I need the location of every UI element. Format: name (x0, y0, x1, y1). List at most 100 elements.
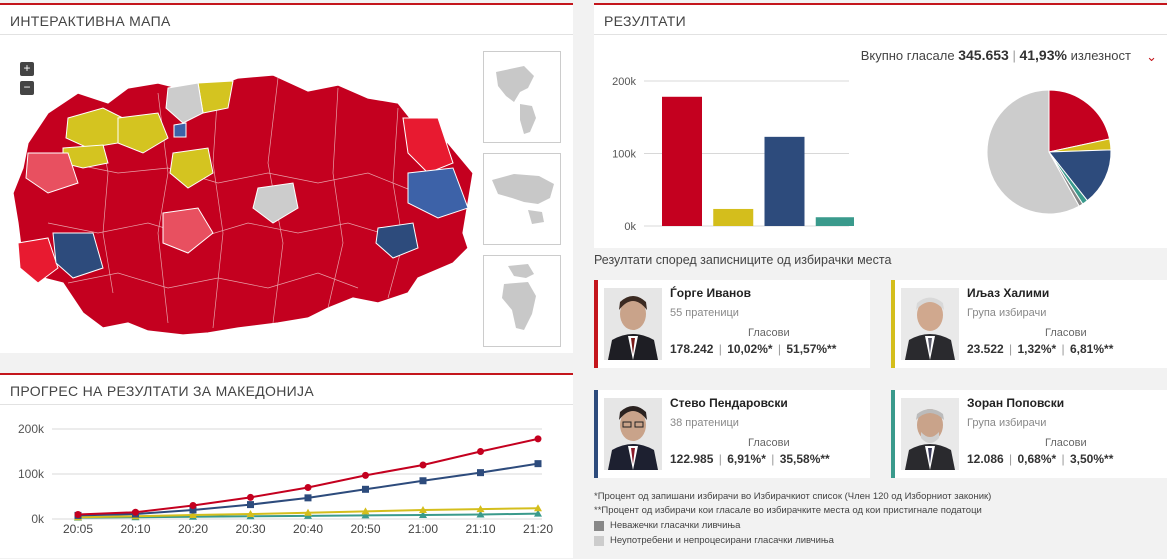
footnote-2: **Процент од избирачи кои гласале во изб… (594, 505, 982, 516)
series-point[interactable] (304, 508, 312, 516)
x-tick-label: 20:30 (235, 522, 265, 536)
candidate-pct-registered: 10,02%* (727, 342, 773, 356)
legend-swatch-invalid (594, 521, 604, 531)
y-tick-label: 200k (18, 422, 45, 436)
summary-label: Вкупно гласале (860, 48, 955, 63)
candidates-section-label: Резултати според записниците од избирачк… (594, 253, 892, 267)
series-point[interactable] (477, 469, 484, 477)
macedonia-map[interactable] (8, 73, 478, 338)
mini-map-americas[interactable] (483, 51, 561, 143)
map-region-pink[interactable] (162, 207, 214, 254)
candidate-votes: 122.985 (670, 452, 714, 466)
zoom-out-button[interactable]: − (20, 81, 34, 95)
candidate-card-pendarovski[interactable]: Стево Пендаровски 38 пратеници Гласови 1… (594, 390, 870, 478)
pie-slice[interactable] (1047, 149, 1112, 202)
series-point[interactable] (534, 509, 542, 517)
series-point[interactable] (534, 504, 542, 512)
map-region-red-light[interactable] (402, 117, 454, 174)
progress-line-chart: 200k 100k 0k 20:05 20:10 20:20 20:30 20:40 20:50… (18, 422, 553, 536)
series-point[interactable] (74, 511, 82, 518)
results-panel-title: РЕЗУЛТАТИ (594, 5, 1167, 35)
x-tick-label: 20:20 (178, 522, 208, 536)
candidate-photo (901, 288, 959, 360)
legend-invalid: Неважечки гласачки ливчиња (594, 519, 991, 533)
series-point[interactable] (476, 505, 485, 513)
series-point[interactable] (419, 477, 427, 485)
map-panel: ИНТЕРАКТИВНА МАПА + − (0, 3, 573, 353)
x-tick-label: 20:40 (293, 522, 323, 536)
map-region-red-light[interactable] (17, 237, 59, 284)
map-region-pink[interactable] (25, 152, 79, 194)
series-point[interactable] (189, 502, 197, 509)
candidate-pct-registered: 1,32%* (1017, 342, 1057, 356)
map-region-grey[interactable] (252, 182, 299, 224)
series-point[interactable] (189, 510, 197, 518)
x-tick-label: 21:20 (523, 522, 553, 536)
pie-slice[interactable] (1048, 89, 1111, 153)
series-point[interactable] (419, 510, 427, 518)
candidate-card-popovski[interactable]: Зоран Поповски Група избирачи Гласови 12… (891, 390, 1167, 478)
bar-tick-label: 200k (612, 76, 636, 88)
candidate-name: Стево Пендаровски (670, 396, 788, 410)
bar[interactable] (764, 136, 805, 226)
turnout-value: 41,93% (1019, 47, 1067, 63)
map-region-blue[interactable] (375, 222, 419, 259)
series-point[interactable] (247, 493, 254, 501)
series-point[interactable] (246, 510, 255, 518)
series-point[interactable] (476, 510, 485, 518)
candidate-photo (604, 398, 662, 470)
map-region-blue[interactable] (407, 167, 469, 219)
map-region-blue[interactable] (173, 122, 187, 138)
results-pie-chart (986, 89, 1112, 215)
series-point[interactable] (361, 511, 370, 519)
map-region-grey[interactable] (165, 82, 204, 124)
bar[interactable] (662, 96, 702, 226)
candidate-votes: 23.522 (967, 342, 1004, 356)
results-bar-chart: 200k 100k 0k (612, 76, 854, 233)
series-point[interactable] (304, 484, 312, 491)
candidate-sub: Група избирачи (967, 307, 1047, 319)
legend-swatch-unused (594, 536, 604, 546)
africa-icon (502, 264, 536, 330)
footnotes: *Процент од запишани избирачи во Избирач… (594, 490, 991, 548)
mini-map-asia[interactable] (483, 153, 561, 245)
candidate-stats: 178.242 | 10,02%* | 51,57%** (670, 342, 837, 356)
candidate-card-halimi[interactable]: Иљаз Халими Група избирачи Гласови 23.52… (891, 280, 1167, 368)
candidate-photo (901, 398, 959, 470)
candidate-pct-voted: 6,81%** (1070, 342, 1114, 356)
map-region-yellow[interactable] (169, 147, 214, 189)
mini-map-africa[interactable] (483, 255, 561, 347)
map-region-yellow[interactable] (197, 80, 234, 114)
footnote-1: *Процент од запишани избирачи во Избирач… (594, 491, 992, 502)
zoom-in-button[interactable]: + (20, 62, 34, 76)
candidate-sub: 38 пратеници (670, 417, 739, 429)
map-panel-title: ИНТЕРАКТИВНА МАПА (0, 5, 573, 35)
series-point[interactable] (534, 460, 542, 468)
series-point[interactable] (132, 508, 139, 516)
series-point[interactable] (304, 494, 312, 502)
bar[interactable] (713, 208, 754, 226)
bar[interactable] (815, 217, 854, 226)
series-point[interactable] (362, 485, 369, 493)
votes-label: Гласови (748, 327, 790, 339)
candidate-photo (604, 288, 662, 360)
map-region-yellow[interactable] (117, 112, 169, 154)
series-point[interactable] (361, 507, 370, 515)
bar-tick-label: 0k (624, 221, 636, 233)
series-point[interactable] (477, 448, 484, 455)
series-point[interactable] (419, 461, 427, 469)
x-tick-label: 20:10 (120, 522, 150, 536)
chevron-down-icon[interactable]: ⌄ (1146, 49, 1157, 64)
map-region-blue[interactable] (52, 232, 104, 279)
x-tick-label: 21:00 (408, 522, 438, 536)
x-tick-label: 20:05 (63, 522, 93, 536)
candidate-pct-registered: 0,68%* (1017, 452, 1057, 466)
series-point[interactable] (189, 506, 197, 514)
pie-slice[interactable] (986, 89, 1080, 215)
bar-tick-label: 100k (612, 149, 636, 161)
series-point[interactable] (247, 501, 254, 509)
series-point[interactable] (419, 506, 427, 513)
series-point[interactable] (362, 471, 369, 479)
candidate-card-ivanov[interactable]: Ѓорге Иванов 55 пратеници Гласови 178.24… (594, 280, 870, 368)
series-point[interactable] (534, 435, 542, 443)
